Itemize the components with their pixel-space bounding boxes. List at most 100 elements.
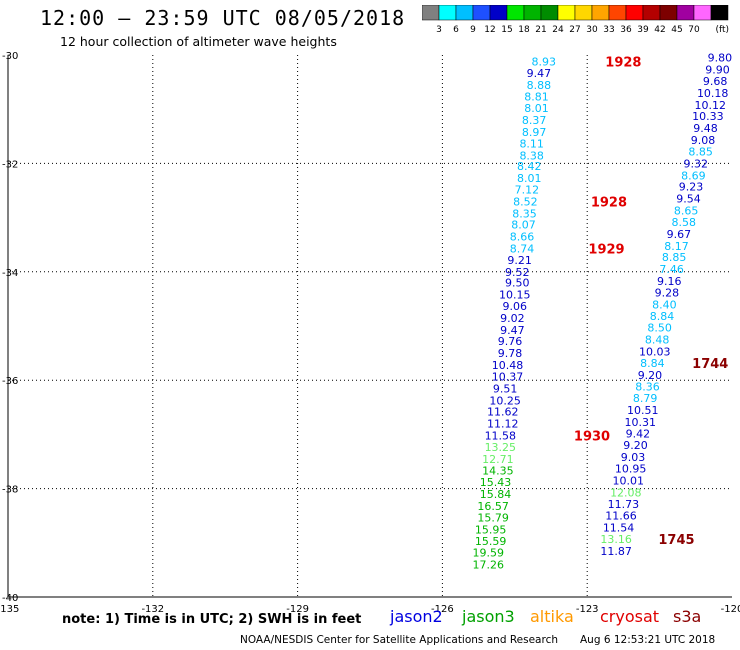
pass-time-label: 1928: [605, 56, 641, 71]
wave-height-value: 9.76: [498, 335, 523, 348]
colorbar-tick-label: 15: [501, 25, 512, 35]
wave-height-value: 10.25: [489, 394, 521, 407]
pass-time-label: 1929: [588, 242, 624, 257]
wave-height-value: 10.31: [625, 416, 657, 429]
wave-height-value: 8.81: [524, 91, 549, 104]
wave-height-value: 8.69: [681, 169, 706, 182]
lon-tick-label: -132: [141, 604, 164, 615]
lat-tick-label: -38: [2, 485, 18, 496]
colorbar-tick-label: 3: [436, 25, 442, 35]
wave-height-value: 11.54: [603, 522, 635, 535]
wave-height-value: 11.58: [485, 429, 517, 442]
colorbar-tick-label: 24: [552, 25, 564, 35]
colorbar-tick-label: 45: [671, 25, 682, 35]
lat-tick-label: -36: [2, 376, 18, 387]
wave-height-value: 15.59: [475, 535, 507, 548]
wave-height-value: 10.51: [627, 404, 659, 417]
wave-height-value: 9.21: [507, 254, 532, 267]
wave-height-value: 8.84: [650, 310, 675, 323]
wave-height-value: 11.12: [487, 418, 519, 431]
wave-height-value: 8.01: [524, 102, 549, 115]
wave-height-value: 8.65: [674, 205, 699, 218]
wave-height-value: 8.74: [510, 242, 535, 255]
wave-height-value: 9.68: [703, 75, 728, 88]
wave-height-value: 8.01: [517, 172, 542, 185]
wave-height-value: 16.57: [477, 500, 509, 513]
wave-height-value: 9.23: [679, 181, 704, 194]
legend-jason2: jason2: [390, 607, 443, 626]
wave-height-value: 9.52: [505, 266, 530, 279]
wave-height-value: 11.66: [605, 510, 637, 523]
wave-height-value: 10.03: [639, 345, 671, 358]
map-title: 12:00 — 23:59 UTC 08/05/2018: [40, 6, 406, 30]
wave-height-value: 8.66: [510, 231, 535, 244]
wave-height-value: 14.35: [482, 465, 514, 478]
lon-tick-label: -126: [431, 604, 454, 615]
color-scale-legend: 3 6 9 12 15 18 21 24 27 30 33 36 39 42 45 70 (ft): [422, 5, 729, 35]
wave-height-value: 8.85: [688, 145, 713, 158]
lon-tick-label: -123: [576, 604, 599, 615]
wave-height-value: 9.67: [667, 228, 692, 241]
wave-height-value: 7.12: [515, 183, 540, 196]
wave-height-value: 15.43: [480, 476, 512, 489]
wave-height-value: 9.80: [708, 52, 733, 65]
wave-height-value: 9.20: [623, 439, 648, 452]
wave-height-value: 10.95: [615, 463, 647, 476]
colorbar-tick-label: 36: [620, 25, 632, 35]
note-text: note: 1) Time is in UTC; 2) SWH is in fe…: [62, 612, 362, 627]
wave-height-value: 8.88: [527, 79, 552, 92]
lon-tick-label: -129: [286, 604, 309, 615]
wave-height-value: 9.90: [705, 64, 730, 77]
colorbar-tick-label: 18: [518, 25, 530, 35]
colorbar-tick-label: 70: [688, 25, 700, 35]
map-subtitle: 12 hour collection of altimeter wave hei…: [60, 34, 337, 49]
footer-credit: NOAA/NESDIS Center for Satellite Applica…: [240, 634, 558, 646]
colorbar-swatch: [710, 5, 729, 21]
wave-height-value: 9.50: [505, 277, 530, 290]
wave-height-value: 7.46: [659, 263, 684, 276]
colorbar-tick-label: 21: [535, 25, 546, 35]
legend-s3a: s3a: [673, 607, 702, 626]
wave-height-value: 8.38: [519, 149, 544, 162]
wave-height-value: 8.35: [512, 207, 537, 220]
wave-height-value: 12.71: [482, 453, 514, 466]
wave-height-value: 9.28: [655, 286, 680, 299]
wave-height-value: 11.62: [487, 406, 519, 419]
colorbar-tick-label: 33: [603, 25, 614, 35]
wave-height-value: 9.54: [676, 193, 701, 206]
wave-height-value: 8.50: [647, 322, 672, 335]
wave-height-value: 10.15: [499, 289, 531, 302]
wave-height-value: 11.87: [600, 545, 632, 558]
colorbar-tick-label: 9: [470, 25, 476, 35]
wave-height-value: 9.47: [527, 67, 552, 80]
wave-height-value: 12.08: [610, 486, 642, 499]
wave-height-value: 9.51: [493, 382, 518, 395]
pass-time-label: 1745: [658, 533, 694, 548]
wave-height-value: 8.85: [662, 251, 687, 264]
wave-height-value: 9.20: [638, 369, 663, 382]
wave-height-value: 8.97: [522, 126, 547, 139]
wave-height-value: 9.08: [691, 134, 716, 147]
lat-tick-label: -30: [2, 51, 18, 62]
wave-height-value: 9.42: [626, 427, 651, 440]
wave-height-value: 9.32: [684, 157, 709, 170]
wave-height-value: 13.16: [600, 533, 632, 546]
wave-height-value: 9.47: [500, 324, 525, 337]
wave-height-value: 10.33: [692, 110, 724, 123]
colorbar-tick-label: 42: [654, 25, 665, 35]
lon-tick-label: -120: [721, 604, 740, 615]
wave-height-value: 10.12: [695, 99, 727, 112]
wave-height-value: 8.11: [519, 137, 544, 150]
wave-height-value: 8.42: [517, 160, 542, 173]
colorbar-tick-label: 39: [637, 25, 649, 35]
wave-height-value: 15.79: [477, 511, 509, 524]
wave-height-value: 8.17: [664, 240, 689, 253]
wave-height-value: 8.84: [640, 357, 665, 370]
wave-height-value: 9.06: [503, 300, 528, 313]
wave-height-value: 8.07: [511, 219, 536, 232]
legend-jason3: jason3: [462, 607, 515, 626]
colorbar-tick-label: 27: [569, 25, 580, 35]
wave-height-value: 19.59: [473, 547, 505, 560]
wave-height-value: 17.26: [473, 558, 505, 571]
